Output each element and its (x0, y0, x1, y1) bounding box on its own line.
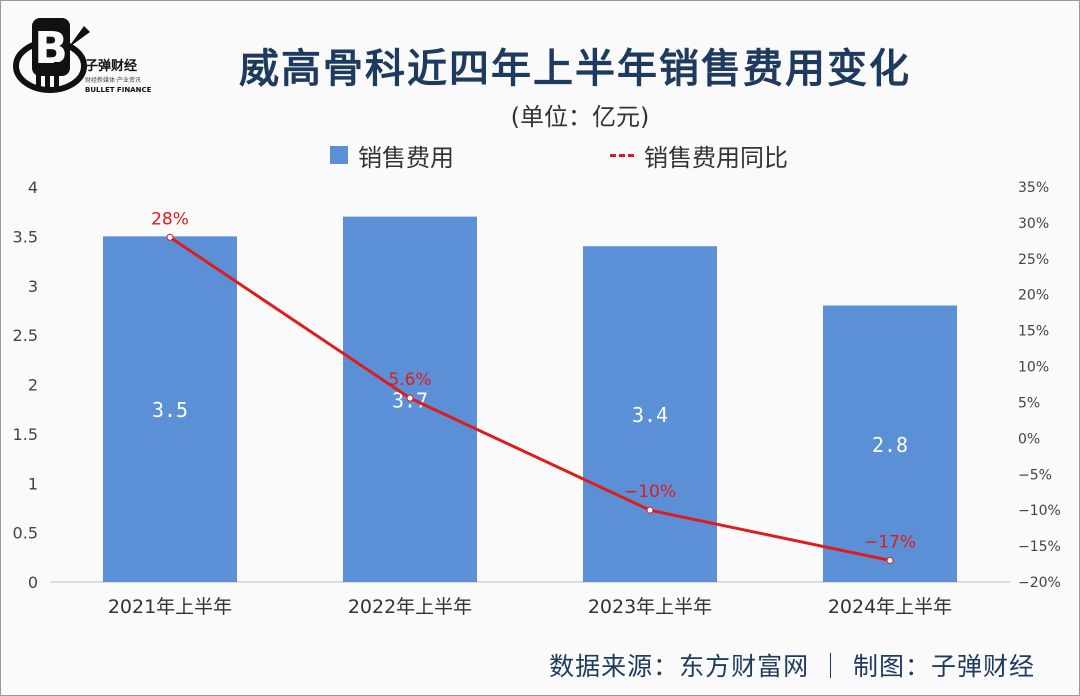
y-left-tick-label: 1.5 (13, 425, 38, 444)
y-left-tick-label: 4 (28, 178, 38, 197)
brand-name-en: BULLET FINANCE (85, 86, 152, 94)
y-right-tick-label: 5% (1018, 395, 1040, 411)
yoy-value-label: −10% (624, 482, 676, 502)
y-right-tick-label: 35% (1018, 180, 1049, 196)
yoy-point (646, 506, 654, 514)
bar (103, 236, 237, 582)
y-right-tick-label: −15% (1018, 539, 1061, 555)
y-right-tick-label: 30% (1018, 216, 1049, 232)
y-left-tick-label: 3.5 (13, 227, 38, 246)
yoy-value-label: −17% (864, 532, 916, 552)
legend-line-label: 销售费用同比 (644, 143, 788, 172)
yoy-line (169, 236, 891, 562)
logo-icon: B 子弹财经 财经新媒体·产业资讯 BULLET FINANCE (13, 18, 152, 94)
y-right-tick-label: 0% (1018, 431, 1040, 447)
y-left-tick-label: 0.5 (13, 524, 38, 543)
x-tick-label: 2021年上半年 (108, 596, 232, 618)
y-left-tick-label: 3 (28, 277, 38, 296)
yoy-value-label: 28% (151, 209, 189, 229)
legend-item-bar: 销售费用 (330, 138, 454, 172)
yoy-point (406, 394, 414, 402)
x-tick-label: 2024年上半年 (828, 596, 952, 618)
brand-logo: B 子弹财经 财经新媒体·产业资讯 BULLET FINANCE (10, 8, 160, 98)
x-tick-label: 2022年上半年 (348, 596, 472, 618)
source-note: 数据来源：东方财富网 ｜ 制图：子弹财经 (549, 652, 1035, 681)
yoy-point (886, 556, 894, 564)
y-right-tick-label: −10% (1018, 503, 1061, 519)
x-tick-label: 2023年上半年 (588, 596, 712, 618)
legend-item-line: 销售费用同比 (610, 138, 788, 172)
bar-value-label: 3.4 (632, 403, 668, 427)
yoy-value-label: 5.6% (388, 370, 431, 390)
legend-line-swatch (610, 153, 634, 157)
y-right-tick-label: 20% (1018, 288, 1049, 304)
bar (823, 305, 957, 582)
brand-tagline: 财经新媒体·产业资讯 (85, 76, 141, 84)
bar-value-label: 3.5 (152, 398, 188, 422)
svg-text:B: B (34, 23, 68, 74)
y-right-tick-label: −20% (1018, 575, 1061, 591)
bar-value-label: 2.8 (872, 433, 908, 457)
chart-title: 威高骨科近四年上半年销售费用变化 (239, 46, 911, 92)
y-left-tick-label: 2.5 (13, 326, 38, 345)
y-right-tick-label: −5% (1018, 467, 1052, 483)
unit-label: (单位：亿元) (510, 103, 650, 131)
y-left-tick-label: 2 (28, 376, 38, 395)
yoy-point (166, 233, 174, 241)
legend-bar-label: 销售费用 (358, 143, 454, 172)
bar (583, 246, 717, 582)
y-right-tick-label: 15% (1018, 324, 1049, 340)
legend-bar-swatch (330, 146, 348, 164)
y-right-tick-label: 10% (1018, 360, 1049, 376)
y-left-tick-label: 0 (28, 573, 38, 592)
y-left-tick-label: 1 (28, 474, 38, 493)
y-right-tick-label: 25% (1018, 252, 1049, 268)
brand-name-cn: 子弹财经 (85, 58, 137, 74)
